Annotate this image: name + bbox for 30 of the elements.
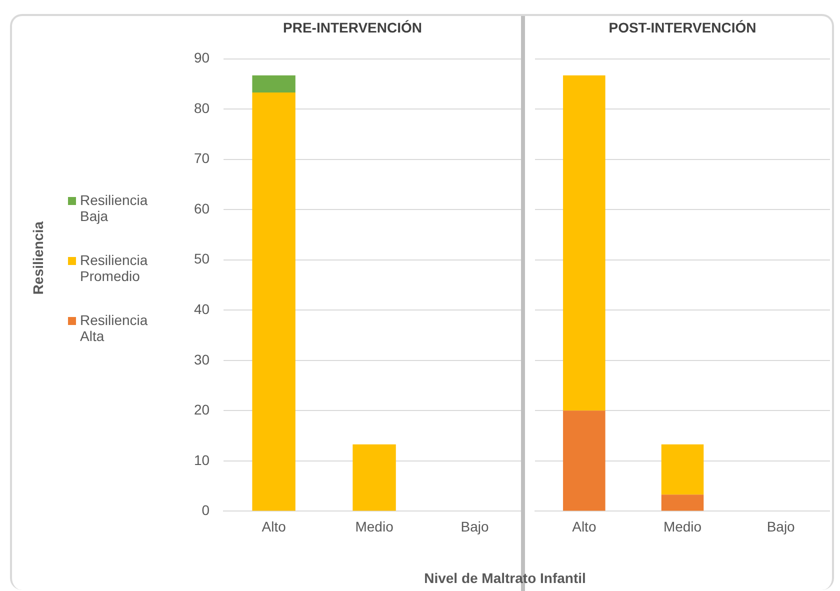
bar [661, 494, 704, 511]
y-tick-label: 40 [194, 300, 210, 317]
bar [352, 444, 396, 511]
y-tick-label: 10 [194, 452, 210, 468]
x-tick-label: Medio [355, 518, 394, 534]
legend-label: Resiliencia Promedio [80, 252, 149, 284]
y-tick-label: 0 [202, 502, 210, 518]
x-tick-label: Alto [262, 518, 286, 534]
x-tick-label: Bajo [766, 518, 796, 534]
x-tick-label: Alto [572, 518, 596, 534]
x-axis-title: Nivel de Maltrato Infantil [423, 570, 587, 586]
bar [661, 444, 704, 495]
chart-title: PRE-INTERVENCIÓN [283, 19, 422, 36]
legend-label: Resiliencia Alta [80, 312, 149, 344]
x-tick-label: Bajo [460, 518, 489, 534]
x-tick-label: Medio [663, 518, 702, 534]
y-tick-label: 20 [194, 402, 210, 418]
y-tick-label: 80 [194, 100, 210, 116]
y-tick-label: 90 [194, 50, 210, 66]
chart-title: POST-INTERVENCIÓN [608, 19, 756, 36]
y-tick-label: 30 [194, 351, 210, 368]
y-tick-label: 60 [194, 200, 210, 216]
bar [252, 92, 296, 511]
y-tick-label: 50 [194, 250, 210, 267]
bar [252, 75, 296, 92]
y-axis-title: Resiliencia [30, 221, 46, 295]
bar [563, 75, 606, 411]
y-tick-label: 70 [194, 150, 210, 166]
bar [563, 410, 606, 511]
legend-label: Resiliencia Baja [80, 192, 149, 224]
